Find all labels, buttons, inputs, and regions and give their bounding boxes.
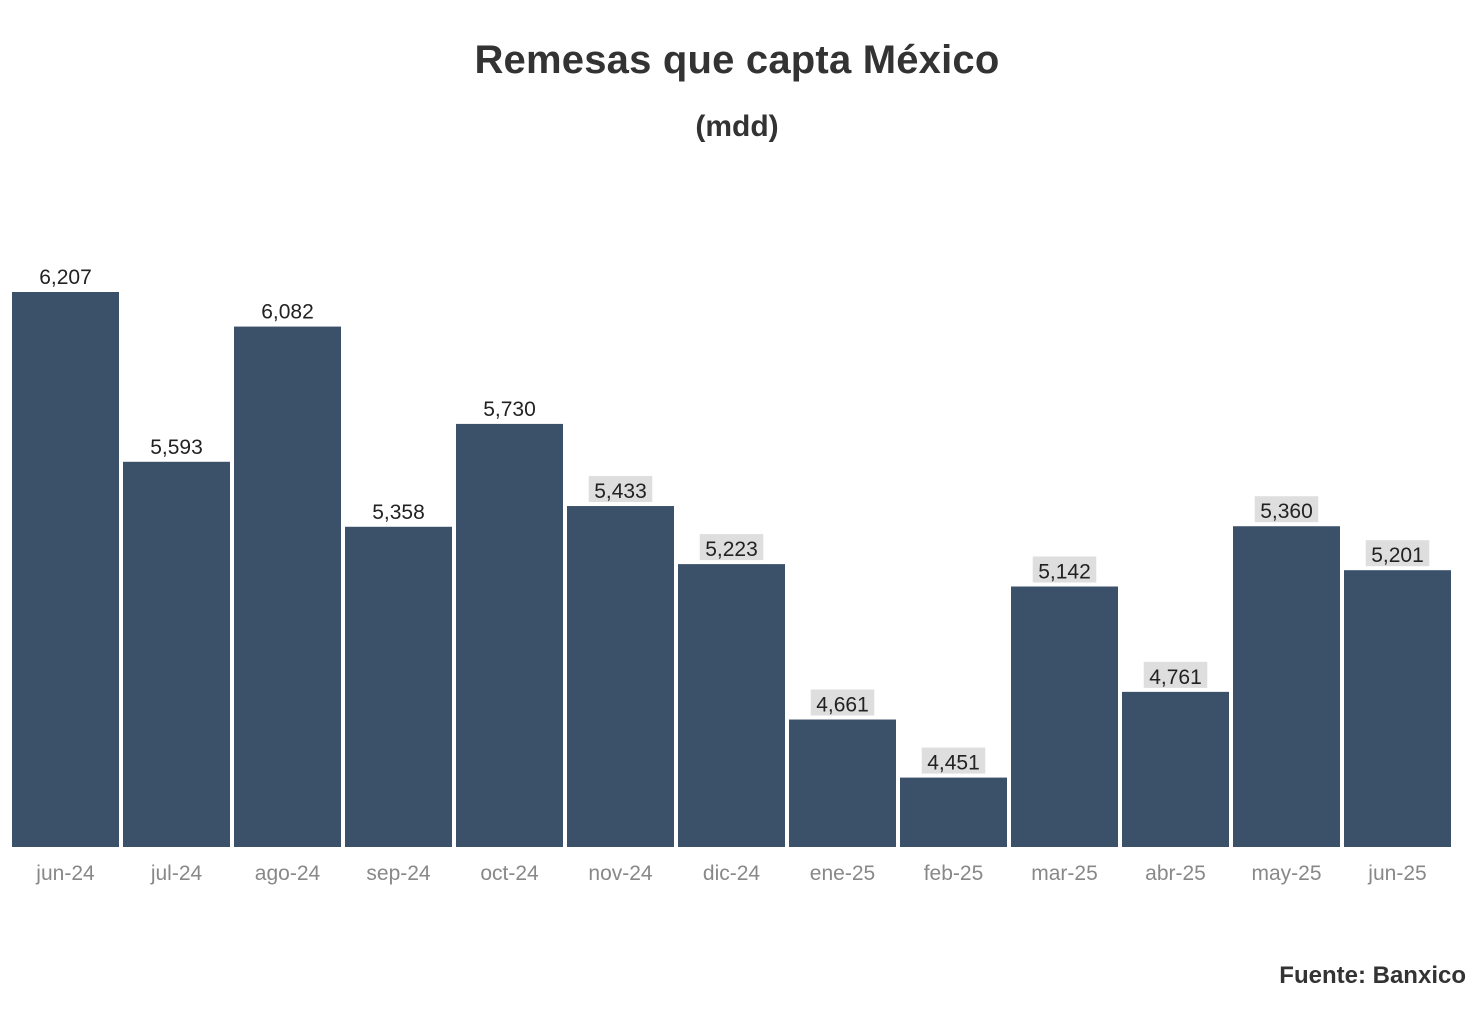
data-label-background bbox=[1254, 496, 1319, 523]
data-label: 5,360 bbox=[1260, 500, 1313, 523]
x-tick-label: nov-24 bbox=[588, 862, 653, 885]
x-tick-label: ene-25 bbox=[810, 862, 875, 885]
x-tick-label: jul-24 bbox=[150, 862, 203, 885]
data-label-background bbox=[1143, 661, 1208, 688]
x-tick-label: feb-25 bbox=[924, 862, 984, 885]
x-tick-label: jun-25 bbox=[1367, 862, 1426, 885]
data-label: 5,223 bbox=[705, 538, 758, 561]
bar bbox=[12, 292, 119, 847]
bar bbox=[900, 777, 1007, 847]
bar bbox=[1344, 570, 1451, 847]
bar bbox=[456, 423, 563, 847]
data-label: 4,661 bbox=[816, 694, 869, 717]
data-label: 5,730 bbox=[483, 398, 536, 421]
x-tick-label: oct-24 bbox=[480, 862, 539, 885]
data-label: 6,082 bbox=[261, 301, 314, 324]
data-label-background bbox=[921, 747, 986, 774]
chart-title: Remesas que capta México bbox=[474, 38, 1000, 82]
bar bbox=[1011, 586, 1118, 847]
bar bbox=[678, 564, 785, 847]
chart-subtitle: (mdd) bbox=[695, 110, 779, 143]
source-note: Fuente: Banxico bbox=[1279, 962, 1466, 989]
data-label: 5,358 bbox=[372, 501, 425, 524]
data-label: 6,207 bbox=[39, 266, 92, 289]
data-label-background bbox=[699, 534, 764, 561]
data-label-background bbox=[810, 689, 875, 716]
data-label-background bbox=[1032, 556, 1097, 583]
bar bbox=[789, 719, 896, 847]
x-tick-label: sep-24 bbox=[366, 862, 431, 885]
data-label: 5,433 bbox=[594, 480, 647, 503]
x-tick-label: jun-24 bbox=[35, 862, 95, 885]
bar bbox=[567, 506, 674, 847]
bar bbox=[1122, 691, 1229, 847]
x-tick-label: abr-25 bbox=[1145, 862, 1206, 885]
x-tick-label: dic-24 bbox=[703, 862, 761, 885]
bar bbox=[1233, 526, 1340, 847]
bar bbox=[234, 326, 341, 847]
data-label-background bbox=[588, 476, 653, 503]
x-tick-label: mar-25 bbox=[1031, 862, 1098, 885]
data-label: 4,451 bbox=[927, 752, 980, 775]
data-label: 5,142 bbox=[1038, 561, 1091, 584]
bar bbox=[123, 461, 230, 847]
data-label: 4,761 bbox=[1149, 666, 1202, 689]
data-label: 5,201 bbox=[1371, 544, 1424, 567]
data-label-background bbox=[1365, 540, 1430, 567]
x-tick-label: may-25 bbox=[1251, 862, 1321, 885]
bar bbox=[345, 526, 452, 847]
x-tick-label: ago-24 bbox=[255, 862, 321, 885]
data-label: 5,593 bbox=[150, 436, 203, 459]
